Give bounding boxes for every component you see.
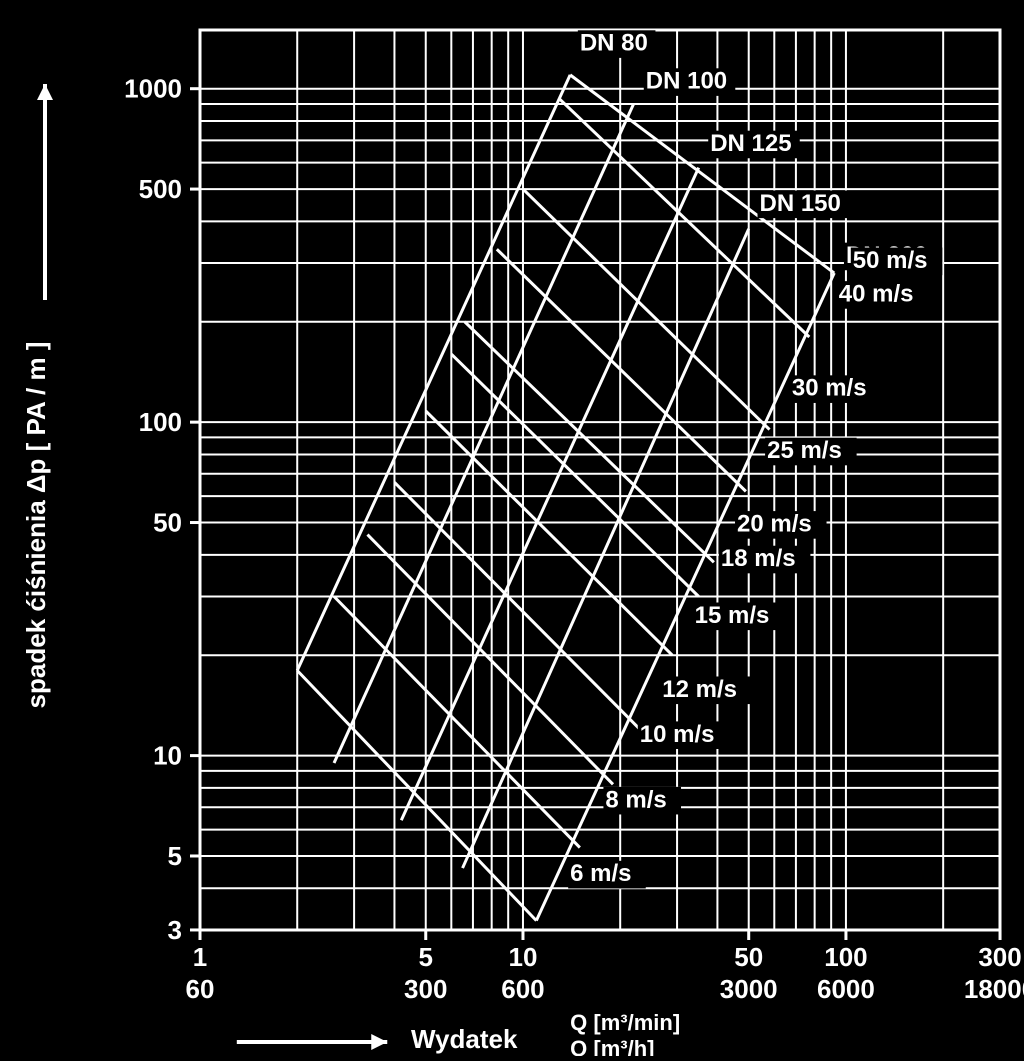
svg-text:1000: 1000 — [124, 74, 182, 104]
svg-text:300: 300 — [404, 974, 447, 1004]
svg-text:spadek ćiśnienia Δp [ PA / m: spadek ćiśnienia Δp [ PA / m ] — [21, 342, 51, 709]
svg-text:DN 125: DN 125 — [710, 130, 791, 157]
svg-text:10: 10 — [509, 942, 538, 972]
svg-text:30 m/s: 30 m/s — [792, 375, 867, 402]
svg-text:10: 10 — [153, 741, 182, 771]
svg-text:20 m/s: 20 m/s — [737, 510, 812, 537]
svg-text:500: 500 — [139, 174, 182, 204]
svg-text:100: 100 — [139, 407, 182, 437]
svg-text:DN 100: DN 100 — [646, 68, 727, 95]
svg-text:6000: 6000 — [817, 974, 875, 1004]
svg-text:50: 50 — [734, 942, 763, 972]
svg-text:50 m/s: 50 m/s — [853, 247, 928, 274]
svg-text:12 m/s: 12 m/s — [662, 676, 737, 703]
chart-svg: DN 80DN 100DN 125DN 150DN 2006 m/s8 m/s1… — [0, 0, 1024, 1056]
pressure-drop-nomogram: DN 80DN 100DN 125DN 150DN 2006 m/s8 m/s1… — [0, 0, 1024, 1056]
svg-text:Wydatek: Wydatek — [411, 1024, 518, 1054]
svg-text:Q [m³/min]: Q [m³/min] — [570, 1010, 680, 1035]
svg-text:15 m/s: 15 m/s — [695, 602, 770, 629]
svg-text:50: 50 — [153, 508, 182, 538]
svg-text:18000: 18000 — [964, 974, 1024, 1004]
svg-text:DN 80: DN 80 — [580, 30, 648, 57]
svg-text:600: 600 — [501, 974, 544, 1004]
svg-text:100: 100 — [824, 942, 867, 972]
svg-text:40 m/s: 40 m/s — [839, 281, 914, 308]
svg-text:10 m/s: 10 m/s — [640, 721, 715, 748]
svg-text:60: 60 — [186, 974, 215, 1004]
svg-text:3000: 3000 — [720, 974, 778, 1004]
svg-text:Q [m³/h]: Q [m³/h] — [570, 1036, 654, 1056]
svg-text:DN 150: DN 150 — [760, 190, 841, 217]
svg-text:25 m/s: 25 m/s — [767, 437, 842, 464]
svg-text:18 m/s: 18 m/s — [721, 545, 796, 572]
svg-text:5: 5 — [419, 942, 433, 972]
svg-text:3: 3 — [168, 915, 182, 945]
svg-text:6 m/s: 6 m/s — [570, 860, 631, 887]
svg-text:5: 5 — [168, 841, 182, 871]
svg-text:1: 1 — [193, 942, 207, 972]
svg-text:300: 300 — [978, 942, 1021, 972]
svg-text:8 m/s: 8 m/s — [605, 786, 666, 813]
